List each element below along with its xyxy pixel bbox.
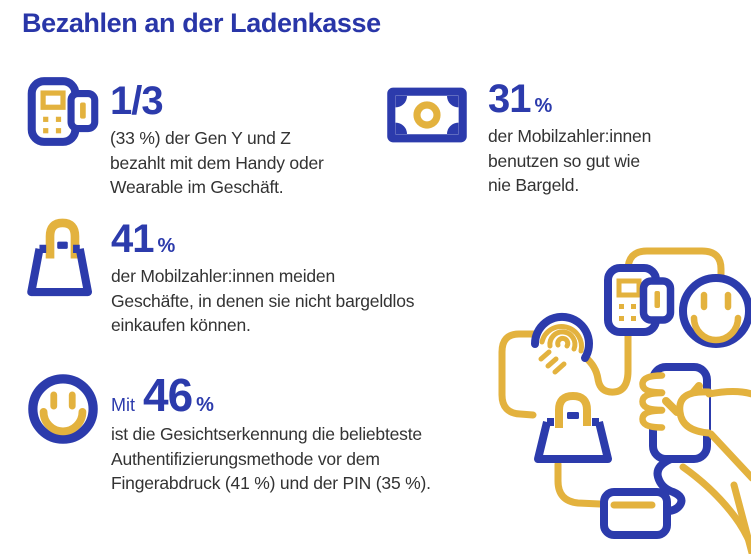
stat-text-line: bezahlt mit dem Handy oder — [110, 152, 324, 173]
stat-text-line: der Mobilzahler:innen — [488, 126, 652, 146]
percent-sign: % — [157, 235, 176, 257]
stat-text-line: ist die Gesichtserkennung die beliebtest… — [111, 424, 422, 444]
mobile-payment-illustration — [498, 247, 751, 554]
page-title: Bezahlen an der Ladenkasse — [22, 8, 381, 38]
smiley-icon-illustration — [679, 274, 751, 348]
stat-text-line: einkaufen können. — [111, 315, 251, 335]
shopping-bag-icon — [27, 218, 93, 297]
stat-value: 1/3 — [110, 79, 164, 123]
stat-text-line: Authentifizierungsmethode vor dem — [111, 448, 380, 469]
percent-sign: % — [196, 394, 214, 416]
stat-value: 41% — [111, 217, 176, 261]
stat-mobile-payment: 1/3 (33 %) der Gen Y und Z bezahlt mit d… — [110, 79, 324, 200]
stat-text-line: Fingerabdruck (41 %) und der PIN (35 %). — [111, 473, 431, 493]
hand-fingers — [639, 372, 666, 431]
hand-and-arm — [676, 388, 751, 554]
phone-in-hand-illustration — [639, 363, 751, 554]
payment-terminal-icon — [27, 77, 99, 146]
stat-text-line: nie Bargeld. — [488, 175, 579, 195]
shopping-bag-icon-illustration — [534, 391, 612, 463]
stat-face-recognition: Mit 46% ist die Gesichtserkennung die bel… — [111, 371, 431, 496]
stat-avoid-shops: 41% der Mobilzahler:innen meiden Geschäf… — [111, 217, 415, 338]
fingerprint-icon-illustration — [530, 312, 593, 375]
stat-value: 31% — [488, 77, 553, 121]
percent-sign: % — [534, 95, 553, 117]
stat-no-cash: 31% der Mobilzahler:innen benutzen so gu… — [488, 77, 651, 198]
banknote-icon — [387, 87, 467, 143]
bank-card-icon-illustration — [600, 488, 671, 539]
stat-text-line: Wearable im Geschäft. — [110, 177, 284, 197]
stat-text-line: der Mobilzahler:innen meiden — [111, 266, 335, 286]
smiley-icon — [28, 374, 98, 444]
stat-text-line: benutzen so gut wie — [488, 150, 640, 171]
stat-text-line: Geschäfte, in denen sie nicht bargeldlos — [111, 290, 415, 311]
stat-value: Mit 46% — [111, 369, 214, 421]
payment-terminal-icon-illustration — [604, 264, 675, 336]
connector-lines-illustration — [498, 247, 725, 508]
stat-text-line: (33 %) der Gen Y und Z — [110, 128, 291, 148]
